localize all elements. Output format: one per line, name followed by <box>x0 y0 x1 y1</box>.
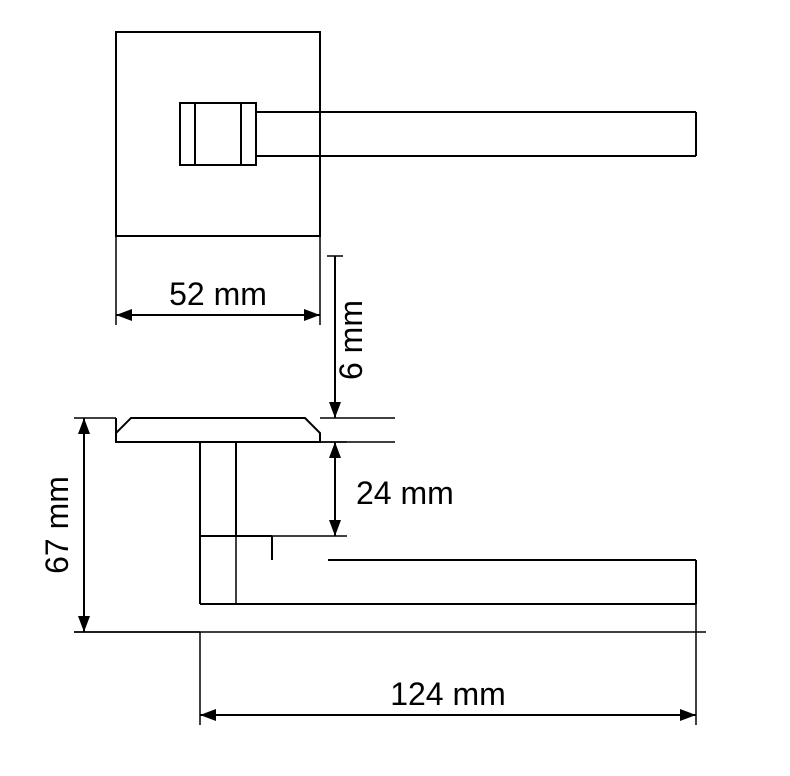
dim-24mm: 24 mm <box>356 475 454 511</box>
side-view <box>74 418 706 632</box>
dim-124mm: 124 mm <box>390 676 506 712</box>
dim-67mm: 67 mm <box>39 476 75 574</box>
front-view <box>116 32 696 236</box>
plate-section <box>116 418 320 442</box>
dim-52mm: 52 mm <box>169 276 267 312</box>
dim-6mm: 6 mm <box>333 300 369 380</box>
